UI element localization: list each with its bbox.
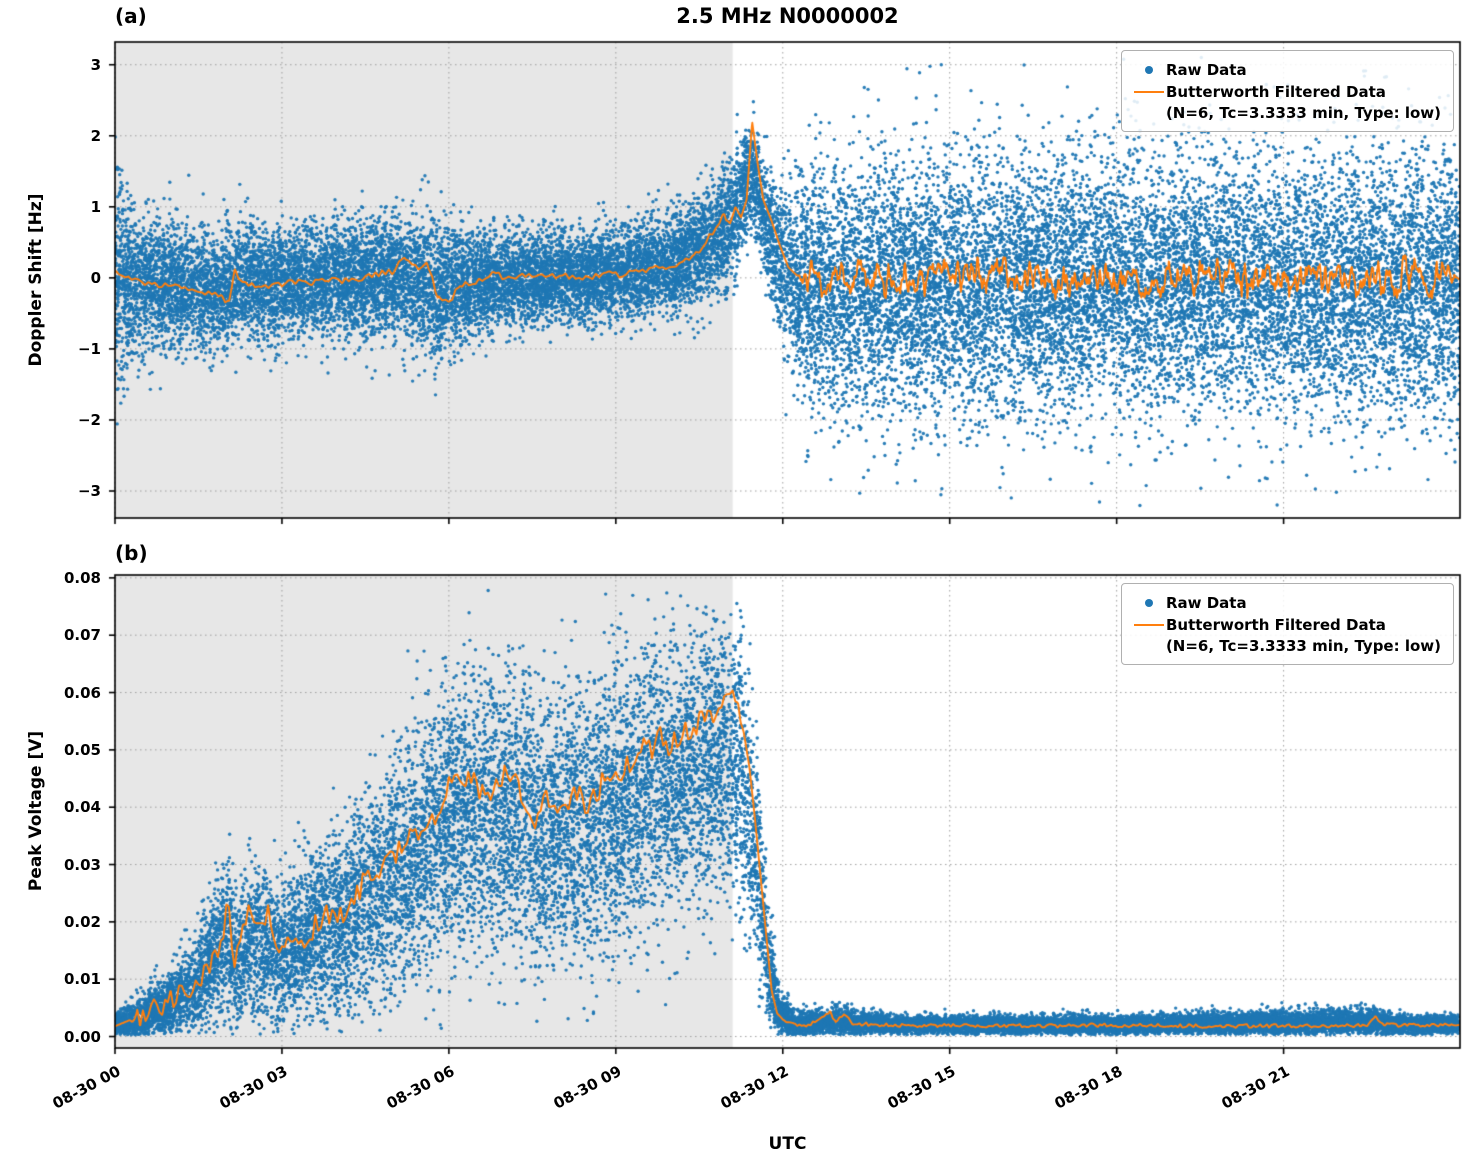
legend-a-raw-label: Raw Data [1165,61,1247,79]
legend-b: Raw Data Butterworth Filtered Data (N=6,… [1120,583,1454,665]
y-tick-label-a: −1 [77,339,101,358]
filtered-line-marker-icon [1132,91,1166,93]
y-tick-label-b: 0.03 [63,855,101,874]
panel-a-label: (a) [115,4,147,28]
y-tick-label-b: 0.00 [63,1027,101,1046]
legend-a-raw-row: Raw Data [1132,59,1441,81]
filtered-line-marker-icon [1132,624,1166,626]
legend-b-filtered-params: (N=6, Tc=3.3333 min, Type: low) [1165,637,1441,655]
y-tick-label-b: 0.05 [63,740,101,759]
figure-title: 2.5 MHz N0000002 [676,4,899,28]
y-tick-label-a: 3 [90,55,101,74]
y-tick-label-a: −3 [77,482,101,500]
y-tick-label-b: 0.08 [63,568,101,587]
x-axis-label: UTC [768,1134,807,1154]
legend-a-filtered-row: Butterworth Filtered Data [1132,81,1441,103]
y-tick-label-a: −2 [77,410,101,429]
legend-a-filtered-label: Butterworth Filtered Data [1165,83,1386,101]
y-tick-label-b: 0.06 [63,683,101,702]
y-tick-label-b: 0.01 [63,970,101,989]
legend-a: Raw Data Butterworth Filtered Data (N=6,… [1120,50,1454,132]
y-tick-label-a: 1 [90,197,101,216]
legend-a-filtered-params: (N=6, Tc=3.3333 min, Type: low) [1165,104,1441,122]
y-tick-label-a: 0 [90,268,101,287]
raw-data-marker-icon [1132,599,1166,607]
legend-b-raw-row: Raw Data [1132,592,1441,614]
panel-b-label: (b) [115,541,148,565]
y-tick-label-b: 0.07 [63,626,101,645]
legend-b-raw-label: Raw Data [1165,594,1247,612]
raw-data-marker-icon [1132,66,1166,74]
y-tick-label-b: 0.04 [63,798,101,817]
y-tick-label-a: 2 [90,126,101,145]
legend-b-filtered-label: Butterworth Filtered Data [1165,616,1386,634]
legend-b-filtered-row: Butterworth Filtered Data [1132,614,1441,636]
y-tick-label-b: 0.02 [63,912,101,931]
